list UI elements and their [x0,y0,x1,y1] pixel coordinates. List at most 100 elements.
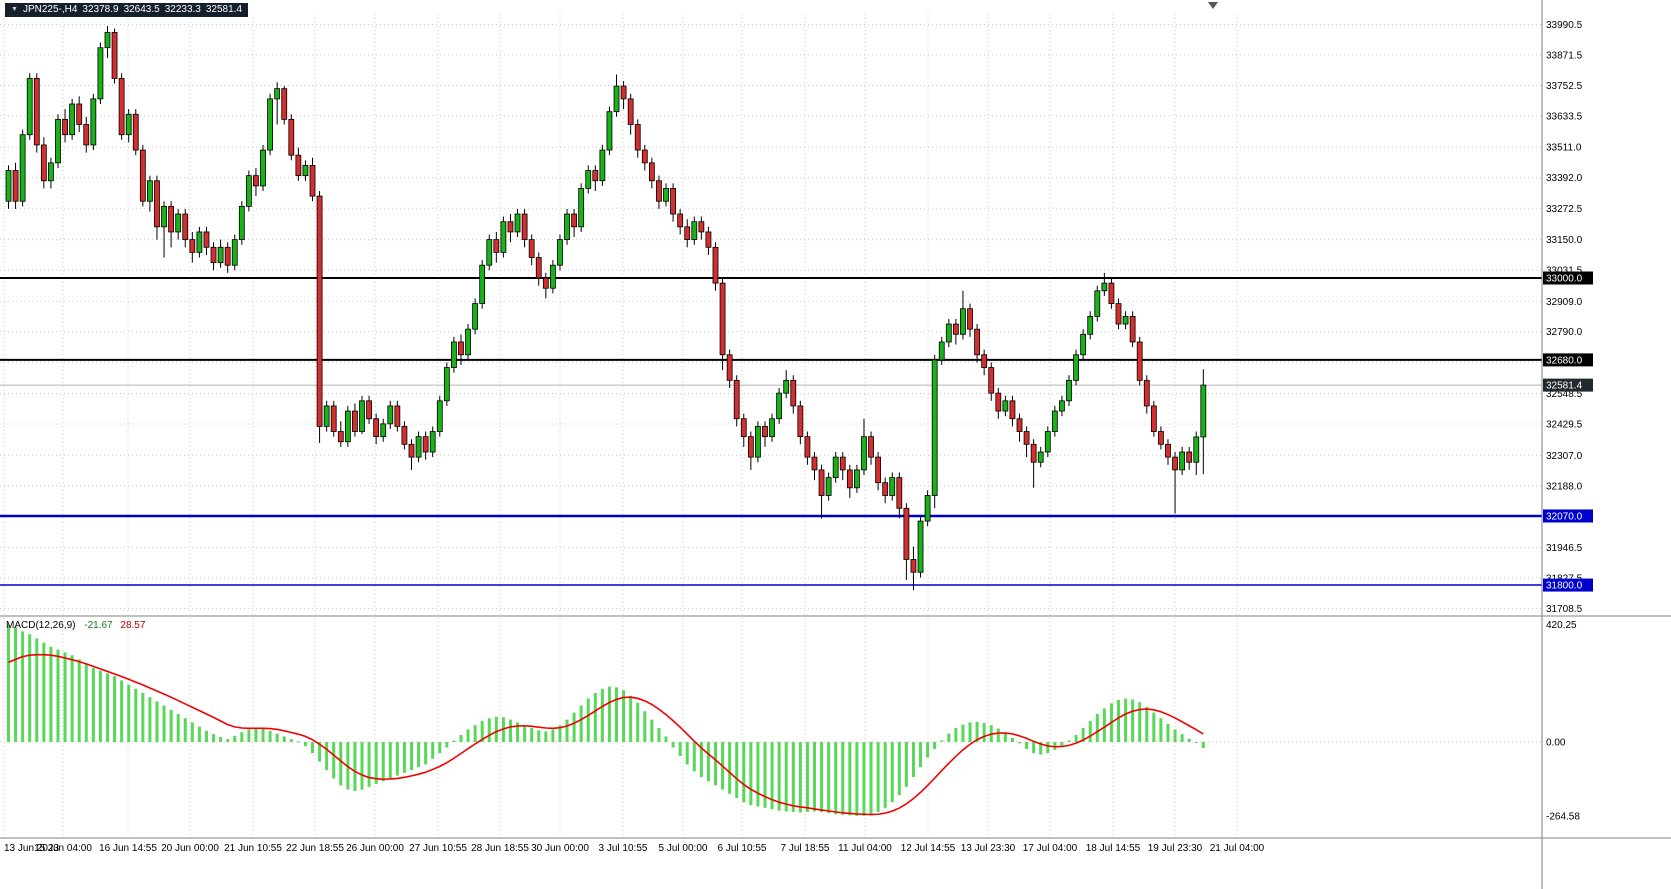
macd-bar [926,742,930,758]
time-label[interactable]: 7 Jul 18:55 [781,843,830,854]
macd-bar [296,741,300,743]
bar-close-value: 32581.4 [205,4,243,15]
macd-bar [593,693,597,742]
candle-bear [740,418,747,438]
macd-bar [940,740,944,742]
macd-bar [141,693,145,742]
macd-bar [516,722,520,742]
time-label[interactable]: 12 Jul 14:55 [901,843,956,854]
time-label[interactable]: 16 Jun 14:55 [99,843,157,854]
macd-bar [933,742,937,749]
candle-bull [960,308,966,335]
macd-bar [105,673,109,742]
time-label[interactable]: 5 Jul 00:00 [659,843,708,854]
macd-bar [466,729,470,742]
macd-bar [1032,742,1036,754]
price-tick-label: 32307.0 [1546,451,1583,462]
candle-bull [231,239,238,266]
candle-bear [592,170,599,182]
candle-bear [1115,303,1122,325]
time-label[interactable]: 13 Jun 2023 [4,843,59,854]
candle-bull [825,477,832,496]
candle-bull [97,47,104,100]
time-label[interactable]: 11 Jul 04:00 [838,843,892,854]
macd-bar [876,742,880,812]
time-label[interactable]: 26 Jun 00:00 [346,843,404,854]
time-label[interactable]: 20 Jun 00:00 [161,843,219,854]
macd-bar [1003,733,1007,742]
macd-axis-label: 0.00 [1546,738,1566,749]
candle-bear [281,88,288,120]
candle-bull [436,400,443,432]
time-label[interactable]: 17 Jul 04:00 [1023,843,1078,854]
candle-bear [408,443,415,458]
price-tag [1543,509,1593,523]
time-label[interactable]: 28 Jun 18:55 [471,843,529,854]
time-label[interactable]: 3 Jul 10:55 [599,843,648,854]
candle-bull [691,221,698,241]
candle-bear [719,282,726,356]
macd-axis-label: 420.25 [1546,620,1577,631]
candle-bull [19,134,26,202]
candle-bear [33,78,40,146]
candle-bear [648,162,655,182]
macd-bar [982,722,986,742]
macd-signal [8,653,1204,816]
macd-bar [452,740,456,742]
macd-bar [388,742,392,779]
candle-bear [797,405,804,438]
candle-bull [465,328,471,356]
macd-bar [678,742,682,756]
macd-bar [268,730,272,742]
price-tick-label: 32429.5 [1546,419,1583,430]
macd-bar [600,688,604,742]
candle-bull [267,98,273,151]
time-label[interactable]: 22 Jun 18:55 [286,843,344,854]
time-label[interactable]: 30 Jun 00:00 [531,843,589,854]
macd-bar [777,742,781,811]
macd-bar [763,742,767,808]
macd-axis-label: -264.58 [1546,812,1580,823]
chart-shift-marker-icon[interactable] [1208,2,1218,9]
macd-bar [805,742,809,812]
macd-bar [572,712,576,742]
macd-bar [883,742,887,808]
bar-open-value: 32378.9 [82,4,119,15]
candle-bull [599,149,606,182]
time-label[interactable]: 27 Jun 10:55 [409,843,467,854]
macd-bar [685,742,689,765]
time-label[interactable]: 21 Jun 10:55 [224,843,282,854]
macd-bar [113,676,117,742]
macd-bar [1201,742,1205,749]
macd-bar [812,742,816,812]
macd-bar [473,725,477,742]
chart-title: ▼ JPN225-,H4 32378.9 32643.5 32233.3 325… [5,3,249,17]
candle-bear [154,180,160,228]
macd-bar [820,742,824,812]
macd-bar [615,687,619,742]
macd-bar [770,742,774,810]
candle-bull [90,98,97,146]
time-label[interactable]: 6 Jul 10:55 [718,843,767,854]
time-label[interactable]: 19 Jul 23:30 [1148,843,1203,854]
price-tag-label: 33000.0 [1546,274,1583,285]
candles [5,25,1207,591]
time-label[interactable]: 18 Jul 14:55 [1086,843,1141,854]
macd-bar [1046,742,1050,754]
macd-bar [1025,742,1029,749]
candle-bull [472,303,479,330]
candle-bear [1136,341,1143,381]
candle-bear [210,246,217,264]
macd-bar [219,736,223,742]
macd-bar [897,742,901,796]
candle-bear [896,477,903,509]
time-label[interactable]: 15 Jun 04:00 [34,843,92,854]
candle-bull [238,205,245,241]
time-label[interactable]: 21 Jul 04:00 [1210,843,1265,854]
macd-bar [834,742,838,815]
macd-bar [367,742,371,787]
macd-bar [523,725,527,742]
macd-bar [254,728,258,742]
time-label[interactable]: 13 Jul 23:30 [961,843,1016,854]
